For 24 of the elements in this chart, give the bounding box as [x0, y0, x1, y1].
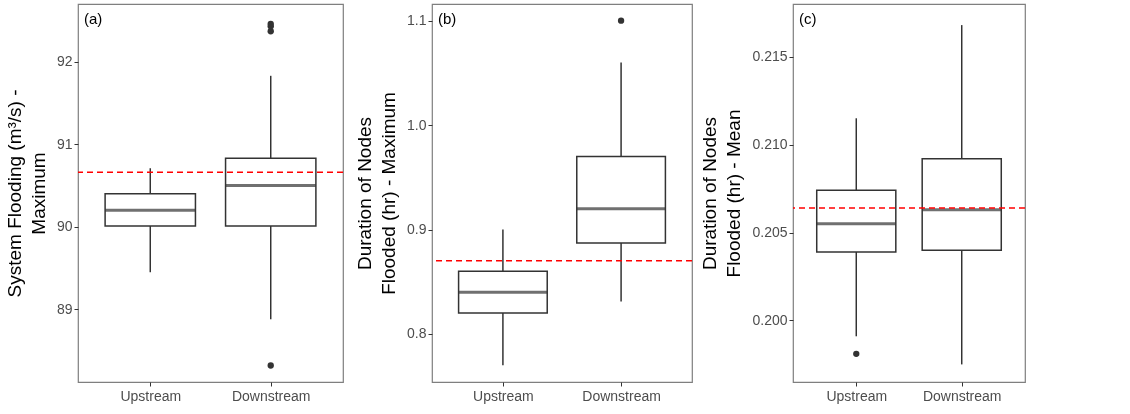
- x-tick-label: Downstream: [231, 387, 311, 404]
- y-tick-label: 90: [56, 218, 73, 235]
- y-tick-label: 0.9: [407, 221, 427, 238]
- x-tick-label: Upstream: [826, 387, 888, 404]
- y-tick-label: 0.200: [752, 311, 788, 328]
- y-tick-label: 89: [56, 300, 73, 317]
- annotation: (b): [438, 10, 457, 27]
- annotation: (a): [84, 10, 103, 27]
- y-tick-label: 0.8: [407, 325, 427, 342]
- x-tick-label: Downstream: [582, 387, 661, 404]
- annotation: (c): [799, 10, 817, 27]
- x-tick-label: Upstream: [120, 387, 182, 404]
- y-tick-label: 0.205: [752, 224, 788, 241]
- y-tick-label: 0.215: [752, 48, 788, 65]
- y-tick-label: 1.0: [407, 116, 427, 133]
- y-tick-label: 0.210: [752, 136, 788, 153]
- y-tick-label: 1.1: [407, 12, 427, 29]
- x-tick-label: Upstream: [473, 387, 534, 404]
- y-axis-title: Duration of Nodes Flooded (hr) - Mean: [699, 109, 745, 278]
- y-axis-title: Duration of Nodes Flooded (hr) - Maximum: [354, 92, 400, 295]
- y-axis-title: System Flooding (m³/s) - Maximum: [3, 89, 49, 298]
- x-tick-label: Downstream: [922, 387, 1002, 404]
- y-tick-label: 91: [56, 135, 73, 152]
- y-tick-label: 92: [56, 53, 73, 70]
